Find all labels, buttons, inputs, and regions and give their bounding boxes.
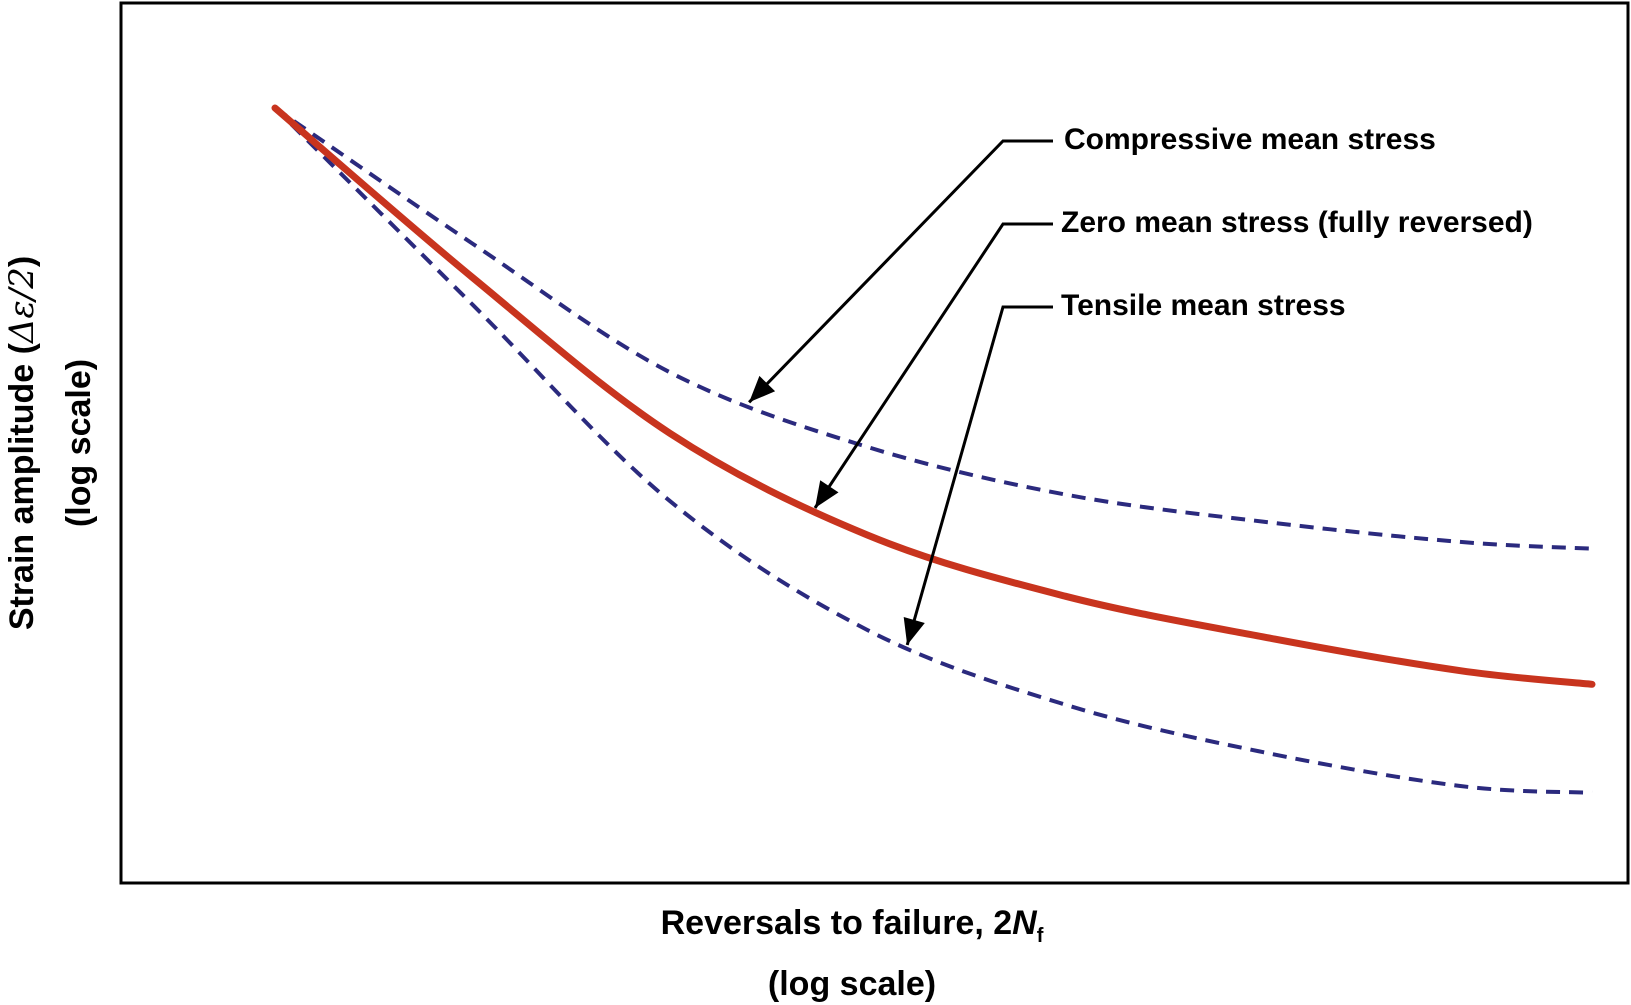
annotation-arrowhead-zero (815, 480, 839, 508)
series-line-compressive (273, 106, 1593, 551)
series-line-zero (271, 104, 1596, 688)
annotation-arrows (748, 139, 1053, 646)
annotation-arrow-compressive (748, 139, 1053, 404)
annotation-compressive: Compressive mean stress (1064, 123, 1436, 156)
annotation-arrow-zero (813, 222, 1053, 509)
annotation-leader-tensile (905, 305, 1053, 646)
annotation-arrowhead-tensile (903, 617, 925, 645)
annotation-tensile: Tensile mean stress (1061, 289, 1346, 322)
x-axis-scale-note: (log scale) (768, 965, 936, 1003)
y-axis-label-close: ) (3, 256, 41, 267)
x-axis-label-var: N (1012, 904, 1038, 942)
x-axis-label: Reversals to failure, 2Nf (661, 904, 1044, 947)
x-axis-label-main: Reversals to failure, 2 (661, 904, 1013, 942)
y-axis-scale-note: (log scale) (60, 359, 98, 527)
plot-frame (119, 1, 1630, 885)
annotation-arrow-tensile (903, 305, 1053, 646)
y-axis-label-main: Strain amplitude ( (3, 342, 41, 630)
series-line-tensile (273, 106, 1593, 795)
annotation-leader-compressive (748, 139, 1053, 404)
annotation-leader-zero (813, 222, 1053, 509)
annotation-arrowhead-compressive (749, 375, 776, 403)
y-axis-label: Strain amplitude (Δε/2) (2, 256, 42, 630)
x-axis-label-sub: f (1037, 925, 1044, 947)
y-axis-label-symbol: Δε/2 (2, 267, 42, 345)
series-layer (271, 104, 1596, 795)
annotation-zero: Zero mean stress (fully reversed) (1061, 206, 1533, 239)
